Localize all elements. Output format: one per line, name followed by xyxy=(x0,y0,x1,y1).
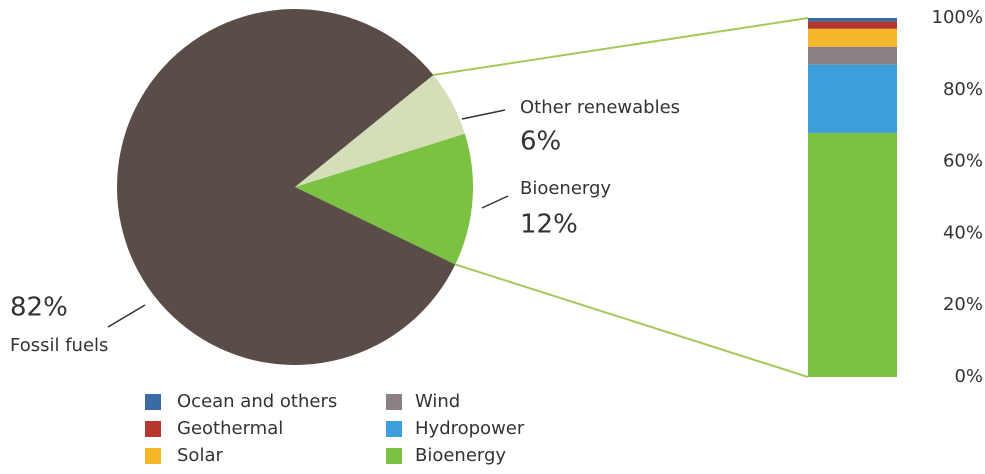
legend-swatch xyxy=(386,394,402,410)
bar-segment xyxy=(808,18,897,22)
pie-value: 6% xyxy=(520,127,561,157)
pie-label: Fossil fuels xyxy=(10,335,108,356)
bar-segment xyxy=(808,64,897,133)
bar-segment xyxy=(808,46,897,65)
leader-line xyxy=(461,109,506,120)
y-tick-label: 0% xyxy=(954,366,983,387)
legend-swatch xyxy=(145,448,161,464)
pie-slice xyxy=(295,74,465,187)
legend-swatch xyxy=(386,448,402,464)
legend-swatch xyxy=(145,421,161,437)
legend-swatch xyxy=(145,394,161,410)
pie-value: 82% xyxy=(10,293,68,323)
pie-slice xyxy=(295,133,473,265)
legend-label: Bioenergy xyxy=(415,445,506,466)
legend-label: Hydropower xyxy=(415,418,525,439)
legend-label: Geothermal xyxy=(177,418,283,439)
pie-slice xyxy=(116,9,456,366)
y-tick-label: 40% xyxy=(943,222,983,243)
y-tick-label: 60% xyxy=(943,151,983,172)
y-tick-label: 100% xyxy=(932,7,983,28)
bar-segment xyxy=(808,132,897,377)
legend-swatch xyxy=(386,421,402,437)
leader-line xyxy=(107,304,146,328)
pie-label: Other renewables xyxy=(520,97,680,118)
connector xyxy=(433,17,809,76)
y-tick-label: 80% xyxy=(943,79,983,100)
legend-label: Wind xyxy=(415,391,460,412)
leader-line xyxy=(481,195,509,209)
pie-label: Bioenergy xyxy=(520,178,611,199)
y-tick-label: 20% xyxy=(943,294,983,315)
legend-label: Ocean and others xyxy=(177,391,337,412)
bar-segment xyxy=(808,28,897,47)
bar-segment xyxy=(808,21,897,29)
legend-label: Solar xyxy=(177,445,223,466)
pie-value: 12% xyxy=(520,210,578,240)
connector xyxy=(454,263,809,378)
